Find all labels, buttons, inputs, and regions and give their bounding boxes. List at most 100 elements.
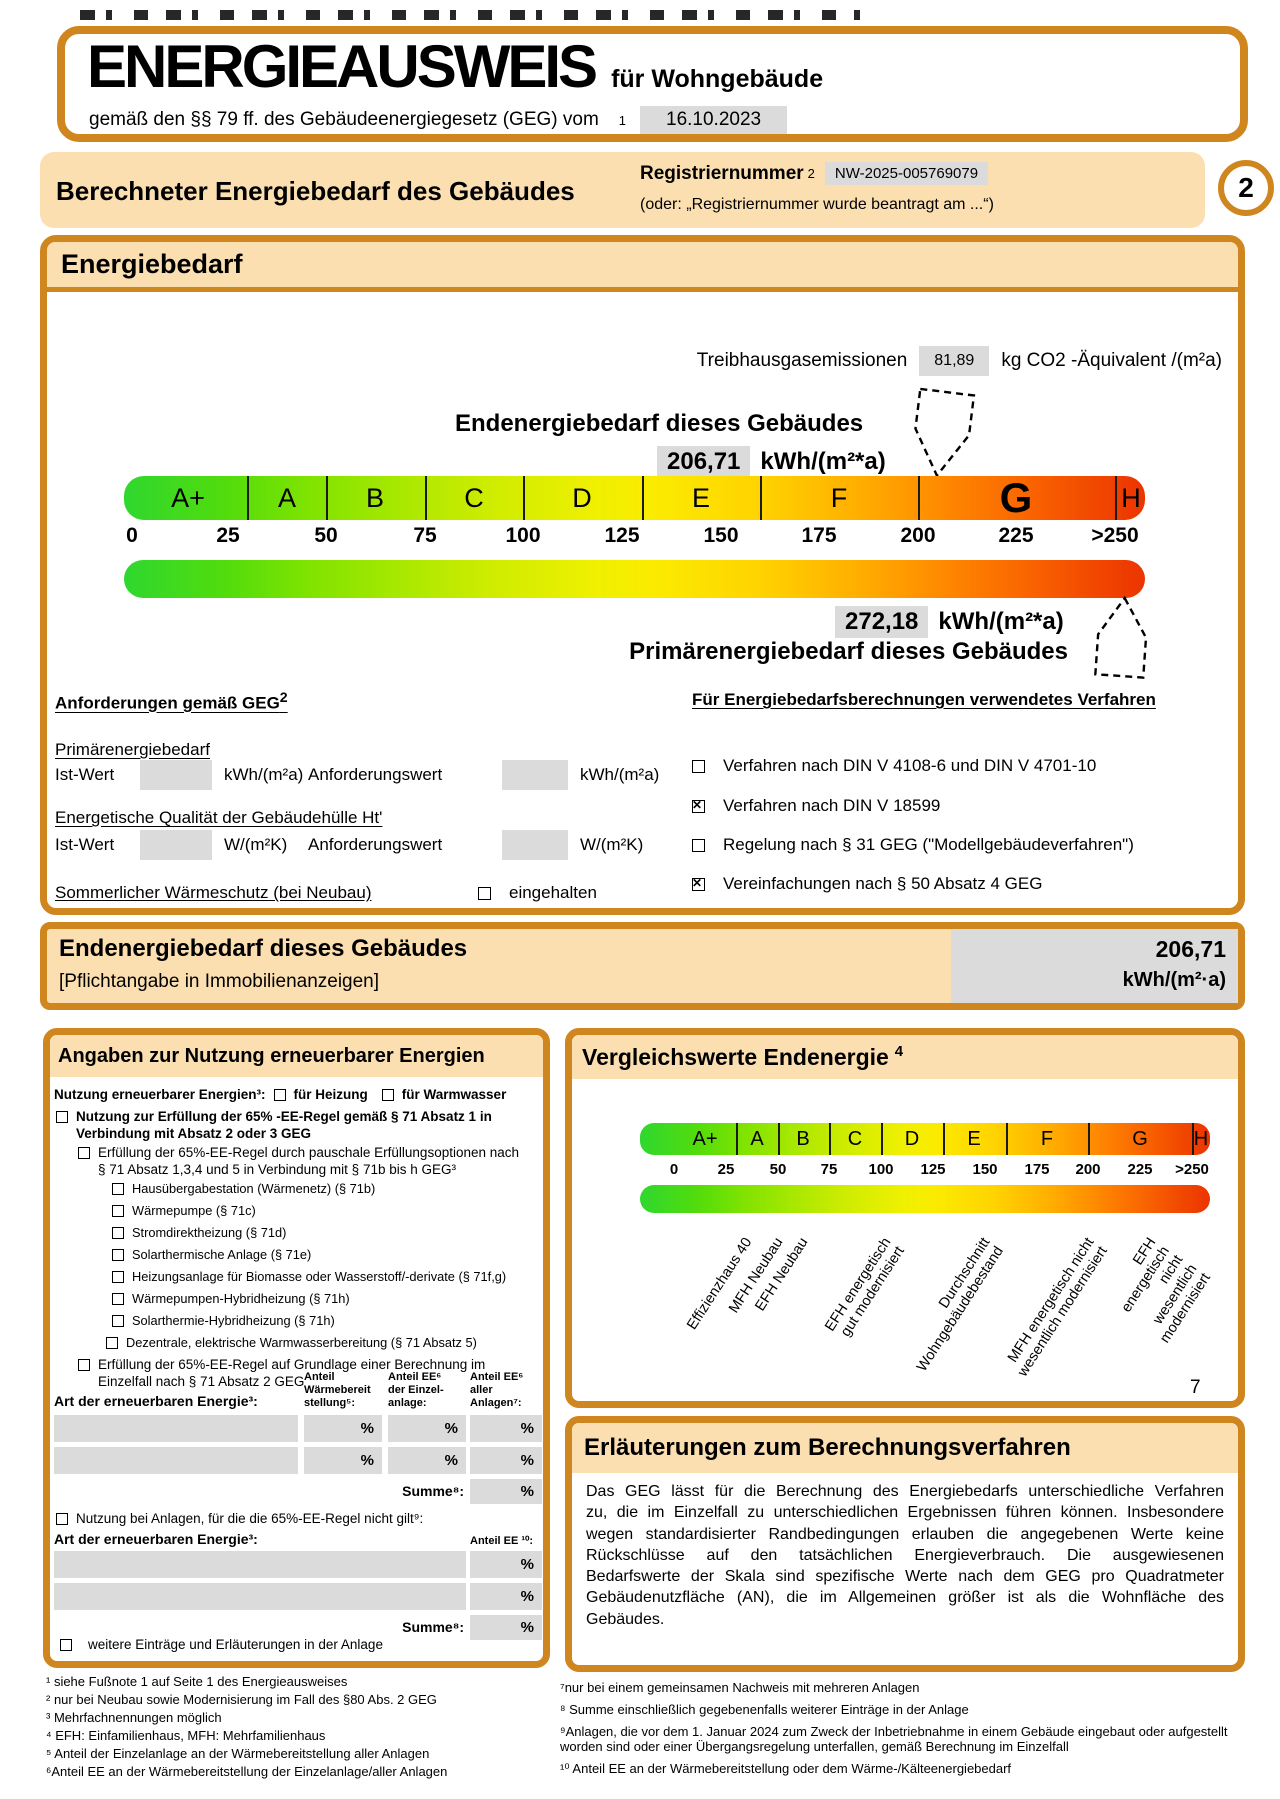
scale-tick-label: 200 <box>900 524 936 547</box>
comparison-reference-label: EFH energetisch gut modernisiert <box>822 1235 909 1340</box>
option-label: Wärmepumpen-Hybridheizung (§ 71h) <box>132 1291 350 1306</box>
energy-gradient-band <box>124 560 1145 598</box>
share-input[interactable]: % <box>470 1551 542 1578</box>
ghg-value-field[interactable]: 81,89 <box>919 346 990 376</box>
primary-demand-heading: Primärenergiebedarf <box>55 740 210 759</box>
summe-input[interactable]: % <box>470 1615 542 1640</box>
checkbox-summer-protection-icon[interactable] <box>478 886 491 900</box>
header-subtitle: für Wohngebäude <box>611 65 824 93</box>
checkbox-modellgebaeude-icon[interactable] <box>692 838 705 852</box>
scale-class-label: A+ <box>171 482 205 513</box>
energy-type-input[interactable] <box>54 1447 298 1474</box>
envelope-requirement-input[interactable] <box>502 830 568 860</box>
scale-tick-label: >250 <box>1175 1161 1209 1178</box>
scale-tick-label: 150 <box>703 524 739 547</box>
energy-type-input[interactable] <box>54 1583 466 1610</box>
scale-tick-label: 100 <box>868 1161 894 1178</box>
checkbox-din-18599-icon[interactable] <box>692 798 705 813</box>
checkbox-option-icon[interactable] <box>112 1315 124 1327</box>
energy-type-input[interactable] <box>54 1551 466 1578</box>
checkbox-din-4108-icon[interactable] <box>692 759 705 773</box>
renewables-title-bar: Angaben zur Nutzung erneuerbarer Energie… <box>50 1035 543 1077</box>
summe-input[interactable]: % <box>470 1479 542 1504</box>
checkbox-vereinfachungen-icon[interactable] <box>692 876 705 891</box>
method-label: Verfahren nach DIN V 18599 <box>723 796 941 815</box>
end-energy-value-row: 206,71 kWh/(m²*a) <box>657 446 886 478</box>
explanation-title-bar: Erläuterungen zum Berechnungsverfahren <box>572 1423 1238 1473</box>
option-row: Dezentrale, elektrische Warmwasserbereit… <box>106 1335 477 1353</box>
scale-class-label: E <box>691 482 711 513</box>
scale-tick-label: 175 <box>1024 1161 1050 1178</box>
share-input[interactable]: % <box>304 1447 382 1474</box>
comparison-reference-label: EFH energetisch nicht wesentlich moderni… <box>1118 1235 1214 1346</box>
share-input[interactable]: % <box>388 1415 466 1442</box>
scale-divider <box>760 476 762 520</box>
option-label: Stromdirektheizung (§ 71d) <box>132 1225 287 1240</box>
checkbox-warmwasser-icon[interactable] <box>381 1089 394 1102</box>
scale-tick-label: 25 <box>216 524 240 547</box>
footnote-ref-4: 4 <box>894 1042 904 1060</box>
envelope-ist-input[interactable] <box>140 830 212 860</box>
share-input[interactable]: % <box>470 1415 542 1442</box>
registration-number-field[interactable]: NW-2025-005769079 <box>824 162 989 185</box>
checkbox-weitere-icon[interactable] <box>60 1639 72 1652</box>
checkbox-pauschal-icon[interactable] <box>78 1147 90 1159</box>
checkbox-heizung-icon[interactable] <box>273 1089 286 1102</box>
primary-ist-input[interactable] <box>140 760 212 790</box>
checkbox-option-icon[interactable] <box>112 1227 124 1239</box>
option-row: Stromdirektheizung (§ 71d) <box>112 1225 286 1243</box>
scale-divider <box>829 1123 831 1155</box>
explanation-box: Erläuterungen zum Berechnungsverfahren D… <box>565 1416 1245 1672</box>
primary-energy-value-field[interactable]: 272,18 <box>835 606 929 638</box>
scale-divider <box>642 476 644 520</box>
footnote: ⁷nur bei einem gemeinsamen Nachweis mit … <box>560 1680 920 1695</box>
checkbox-einzelfall-icon[interactable] <box>78 1359 90 1371</box>
unit-label: W/(m²K) <box>580 835 644 854</box>
heizung-label: für Heizung <box>293 1087 368 1102</box>
checkbox-nichtgilt-icon[interactable] <box>56 1513 68 1526</box>
end-energy-label: Endenergiebedarf dieses Gebäudes <box>455 410 864 437</box>
unit-label: kWh/(m²a) <box>224 765 304 784</box>
unit-label: W/(m²K) <box>224 835 288 854</box>
energy-type-input[interactable] <box>54 1415 298 1442</box>
primary-requirement-input[interactable] <box>502 760 568 790</box>
end-energy-value-field[interactable]: 206,71 <box>657 446 751 478</box>
requirements-title: Anforderungen gemäß GEG <box>55 693 280 713</box>
checkbox-option-icon[interactable] <box>112 1183 124 1195</box>
table2-col-header: Anteil EE ¹⁰: <box>470 1535 534 1547</box>
registration-note: (oder: „Registriernummer wurde beantragt… <box>640 196 994 213</box>
ist-wert-label: Ist-Wert <box>55 765 115 784</box>
option-row: Heizungsanlage für Biomasse oder Wassers… <box>112 1269 506 1287</box>
method-label: Vereinfachungen nach § 50 Absatz 4 GEG <box>723 874 1043 893</box>
checkbox-option-icon[interactable] <box>112 1271 124 1283</box>
option-label: Solarthermie-Hybridheizung (§ 71h) <box>132 1313 335 1328</box>
energiebedarf-title-bar: Energiebedarf <box>47 242 1238 292</box>
methods-title: Für Energiebedarfsberechnungen verwendet… <box>692 690 1156 709</box>
option-row: Wärmepumpe (§ 71c) <box>112 1203 256 1221</box>
share-input[interactable]: % <box>304 1415 382 1442</box>
share-input[interactable]: % <box>470 1447 542 1474</box>
checkbox-option-icon[interactable] <box>112 1249 124 1261</box>
scale-tick-label: 225 <box>998 524 1034 547</box>
scale-tick-label: 75 <box>413 524 437 547</box>
checkbox-option-icon[interactable] <box>112 1205 124 1217</box>
table1-col1-header: Anteil Wärmebereit stellung⁵: <box>304 1371 371 1410</box>
share-input[interactable]: % <box>388 1447 466 1474</box>
law-reference: gemäß den §§ 79 ff. des Gebäudeenergiege… <box>89 109 599 130</box>
renewables-title: Angaben zur Nutzung erneuerbarer Energie… <box>58 1044 485 1067</box>
scale-class-label: A+ <box>692 1127 718 1150</box>
checkbox-rule65-icon[interactable] <box>56 1111 68 1123</box>
checkbox-option-icon[interactable] <box>112 1293 124 1305</box>
section-header-bar: Berechneter Energiebedarf des Gebäudes R… <box>40 152 1205 228</box>
checkbox-option-icon[interactable] <box>106 1337 118 1349</box>
share-input[interactable]: % <box>470 1583 542 1610</box>
comparison-gradient-band <box>640 1185 1210 1213</box>
cropped-watermark <box>80 10 860 20</box>
end-band-value: 206,71 <box>1155 936 1226 962</box>
issue-date-field[interactable]: 16.10.2023 <box>640 106 788 134</box>
scale-class-label: H <box>1193 1127 1209 1150</box>
scale-tick-label: 200 <box>1075 1161 1101 1178</box>
scale-divider <box>778 1123 780 1155</box>
energiebedarf-title: Energiebedarf <box>61 249 243 279</box>
